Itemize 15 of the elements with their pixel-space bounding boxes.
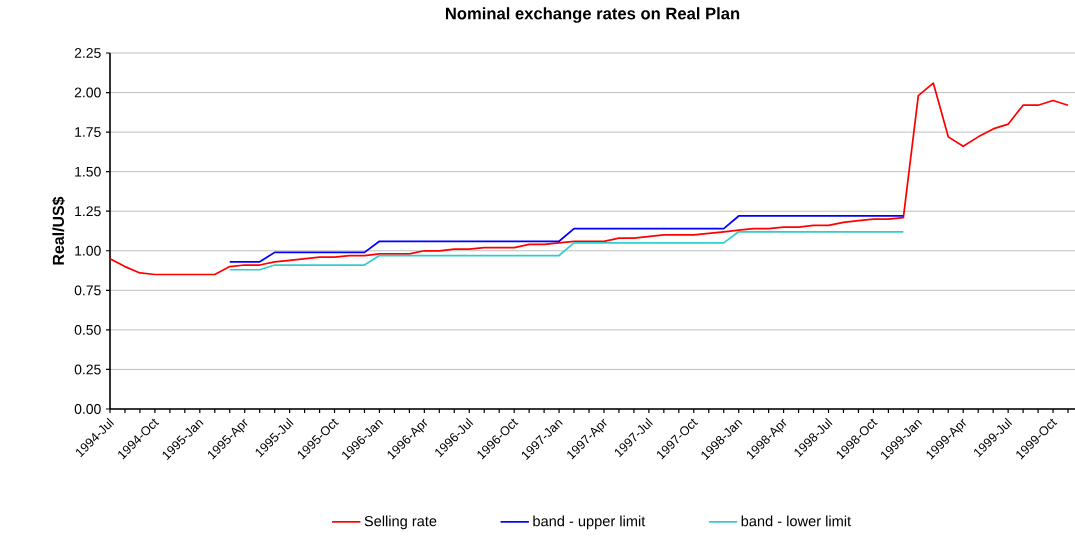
- y-tick-label: 0.75: [74, 285, 101, 296]
- y-tick-label: 0.50: [74, 324, 101, 335]
- y-tick-label: 2.00: [74, 87, 101, 98]
- legend-label: band - lower limit: [741, 515, 851, 527]
- y-tick-label: 1.00: [75, 245, 101, 256]
- y-axis-title: Real/US$: [52, 196, 66, 265]
- y-tick-label: 1.25: [75, 206, 101, 217]
- y-tick-label: 1.50: [75, 166, 101, 177]
- legend-label: band - upper limit: [533, 515, 646, 530]
- legend-label: Selling rate: [364, 515, 437, 530]
- y-tick-label: 1.75: [75, 127, 101, 137]
- y-tick-label: 2.25: [74, 48, 101, 58]
- y-tick-label: 0.00: [74, 404, 101, 414]
- y-tick-label: 0.25: [74, 364, 101, 375]
- chart-title: Nominal exchange rates on Real Plan: [445, 7, 740, 23]
